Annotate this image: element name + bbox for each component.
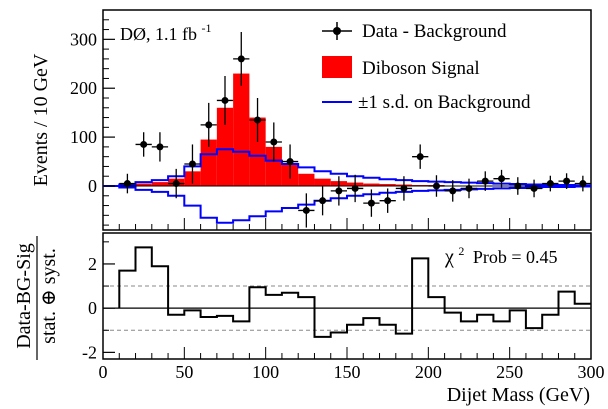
data-point [351, 184, 359, 192]
data-point [400, 184, 408, 192]
lower-plot-layer: 20-20 50 100 150 200 250 300 [82, 241, 605, 382]
x-tick-label: 250 [496, 362, 523, 382]
data-point [384, 197, 392, 205]
data-point [205, 121, 213, 129]
band-upper-line [103, 148, 591, 187]
data-point [172, 180, 180, 188]
data-point [465, 184, 473, 192]
data-point [432, 182, 440, 190]
data-point [140, 140, 148, 148]
data-point [302, 206, 310, 214]
upper-y-axis-label: Events / 10 GeV [30, 53, 52, 186]
data-point [546, 180, 554, 188]
legend-entry-data: Data - Background [322, 21, 507, 42]
data-point [188, 160, 196, 168]
legend-signal-label: Diboson Signal [362, 58, 480, 79]
upper-y-tick-label: 0 [88, 176, 97, 196]
x-tick-label: 100 [252, 362, 279, 382]
lower-y-tick-label: 0 [88, 298, 97, 318]
data-point [579, 180, 587, 188]
data-point [367, 199, 375, 207]
signal-bar [379, 184, 396, 186]
lower-y-tick-label: 2 [88, 254, 97, 274]
band-lower-line [103, 185, 591, 224]
legend-entry-signal: Diboson Signal [322, 56, 480, 79]
signal-bar [216, 107, 234, 186]
experiment-label: DØ, 1.1 fb -1 [120, 21, 212, 44]
signal-bar [298, 173, 315, 186]
x-tick-label: 300 [578, 362, 605, 382]
data-point [335, 187, 343, 195]
data-point [514, 182, 522, 190]
upper-y-tick-label: 200 [70, 78, 97, 98]
signal-bar [233, 73, 250, 186]
chi2-annotation: χ 2 Prob = 0.45 [444, 239, 558, 268]
data-point [449, 187, 457, 195]
data-point [481, 177, 489, 185]
data-point [416, 153, 424, 161]
x-tick-label: 200 [415, 362, 442, 382]
chi2-symbol: χ [444, 246, 454, 268]
data-point [221, 96, 229, 104]
legend: Data - Background Diboson Signal ±1 s.d.… [322, 21, 531, 113]
lower-y-axis-label-top: Data-BG-Sig [13, 243, 35, 349]
x-tick-label: 0 [99, 362, 108, 382]
data-point [319, 197, 327, 205]
legend-band-label: ±1 s.d. on Background [358, 92, 531, 113]
signal-bar [151, 182, 169, 186]
data-point [237, 55, 245, 63]
legend-signal-swatch [322, 56, 352, 78]
upper-plot-layer: 0 100 200 300 [70, 19, 592, 230]
data-point [563, 177, 571, 185]
chi2-superscript: 2 [458, 244, 464, 258]
x-axis-label: Dijet Mass (GeV) [447, 384, 590, 406]
experiment-label-superscript: -1 [202, 21, 212, 35]
experiment-label-text: DØ, 1.1 fb [120, 24, 197, 44]
legend-data-label: Data - Background [362, 21, 507, 42]
signal-bar [249, 117, 266, 186]
signal-bar [363, 183, 380, 186]
x-tick-label: 150 [334, 362, 361, 382]
signal-bar [314, 178, 331, 186]
signal-bar [135, 183, 152, 186]
data-point [286, 158, 294, 166]
residual-histogram [118, 246, 591, 338]
data-point [156, 143, 164, 151]
legend-entry-band: ±1 s.d. on Background [322, 92, 531, 113]
data-point [530, 184, 538, 192]
lower-y-axis-label-bottom: stat. ⊕ syst. [38, 248, 60, 344]
signal-bar [265, 146, 282, 186]
data-point [123, 180, 131, 188]
signal-bar [200, 139, 217, 186]
chi2-text: Prob = 0.45 [473, 247, 558, 267]
upper-y-tick-label: 100 [70, 127, 97, 147]
x-tick-label: 50 [175, 362, 193, 382]
data-point [254, 116, 262, 124]
lower-y-tick-label: -2 [82, 342, 97, 362]
data-point [270, 138, 278, 146]
data-point [498, 175, 506, 183]
upper-y-tick-label: 300 [70, 29, 97, 49]
legend-data-marker-dot [333, 27, 341, 35]
